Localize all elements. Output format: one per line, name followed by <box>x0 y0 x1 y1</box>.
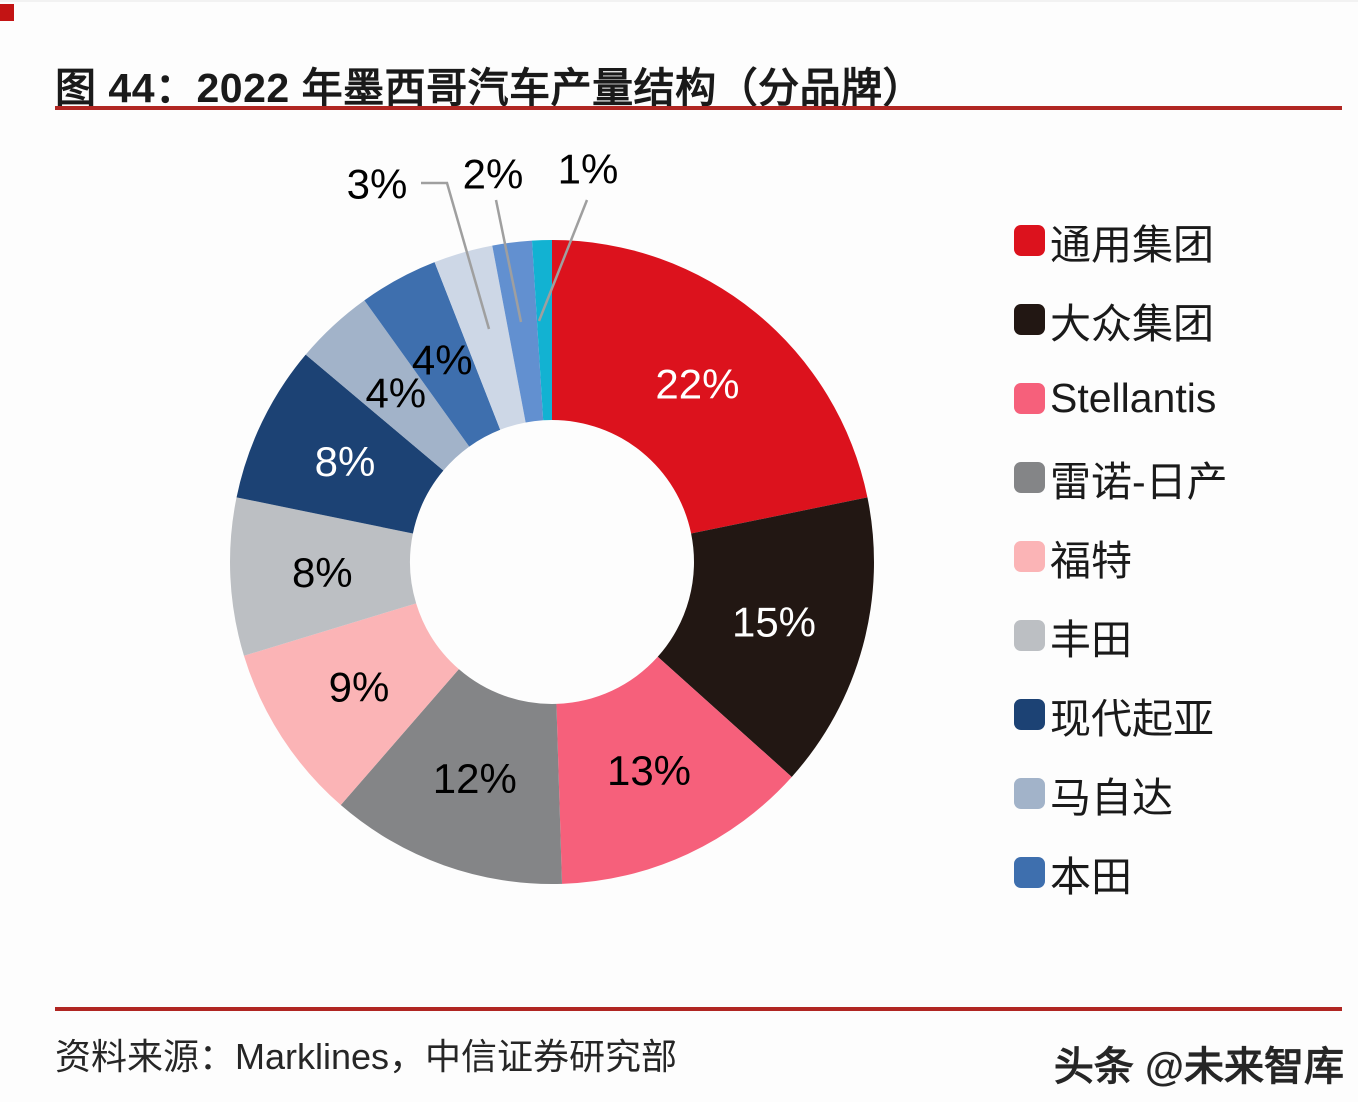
pie-slice-丰田 <box>230 497 417 656</box>
legend: 通用集团大众集团 Stellantis 雷诺-日产福特丰田现代起亚马自达本田 <box>1014 201 1228 912</box>
slice-label: 13% <box>607 747 691 794</box>
pie-slice-大众集团 <box>657 497 874 777</box>
legend-item: Stellantis <box>1014 359 1228 438</box>
legend-label: 现代起亚 <box>1050 695 1214 742</box>
slice-label: 12% <box>433 755 517 802</box>
label-leader-line <box>537 199 589 322</box>
legend-label: 马自达 <box>1050 774 1173 821</box>
legend-swatch <box>1014 699 1045 730</box>
legend-swatch <box>1014 225 1045 256</box>
legend-swatch <box>1014 383 1045 414</box>
footer-rule <box>55 1007 1342 1011</box>
legend-item: 通用集团 <box>1014 201 1228 280</box>
pie-slice-现代起亚 <box>236 354 444 534</box>
slice-label: 4% <box>412 336 473 383</box>
slice-label-outside: 1% <box>558 146 619 193</box>
pie-slice-Stellantis <box>556 656 792 884</box>
legend-item: 本田 <box>1014 833 1228 912</box>
legend-label: Stellantis <box>1050 375 1217 421</box>
pie-slice-福特 <box>243 603 459 806</box>
legend-swatch <box>1014 541 1045 572</box>
legend-swatch <box>1014 778 1045 809</box>
legend-swatch <box>1014 857 1045 888</box>
legend-swatch <box>1014 304 1045 335</box>
slice-label-outside: 3% <box>347 161 408 208</box>
title-underline-rule <box>55 106 1342 110</box>
pie-slice-本田 <box>364 262 501 447</box>
legend-item: 马自达 <box>1014 754 1228 833</box>
legend-item: 雷诺-日产 <box>1014 438 1228 517</box>
watermark: 头条 @未来智库 <box>1053 1045 1344 1089</box>
legend-label: 本田 <box>1050 853 1132 900</box>
legend-swatch <box>1014 462 1045 493</box>
source-note: 资料来源：Marklines，中信证券研究部 <box>55 1036 678 1077</box>
label-leader-line <box>494 199 523 323</box>
page-title: 图 44：2022 年墨西哥汽车产量结构（分品牌） <box>55 65 925 111</box>
legend-item: 大众集团 <box>1014 280 1228 359</box>
pie-slice-3% <box>434 245 526 430</box>
pie-slice-雷诺-日产 <box>340 669 563 884</box>
legend-item: 丰田 <box>1014 596 1228 675</box>
legend-swatch <box>1014 620 1045 651</box>
legend-label: 大众集团 <box>1050 300 1214 347</box>
legend-label: 通用集团 <box>1050 221 1214 268</box>
slice-label-outside: 2% <box>463 151 524 198</box>
legend-label: 福特 <box>1050 537 1132 584</box>
pie-slice-通用集团 <box>552 240 868 534</box>
slice-label: 4% <box>365 370 426 417</box>
legend-item: 现代起亚 <box>1014 675 1228 754</box>
slice-label: 9% <box>329 664 390 711</box>
corner-accent-mark <box>0 4 14 21</box>
pie-slice-2% <box>492 240 544 423</box>
slice-label: 8% <box>292 549 353 596</box>
pie-slice-1% <box>531 239 552 421</box>
slice-label: 8% <box>315 438 376 485</box>
legend-label: 丰田 <box>1050 616 1132 663</box>
legend-item: 福特 <box>1014 517 1228 596</box>
pie-slice-马自达 <box>305 300 470 471</box>
label-leader-line <box>421 181 491 330</box>
legend-label: 雷诺-日产 <box>1050 458 1228 505</box>
slice-label: 15% <box>732 599 816 646</box>
slice-label: 22% <box>655 360 739 407</box>
